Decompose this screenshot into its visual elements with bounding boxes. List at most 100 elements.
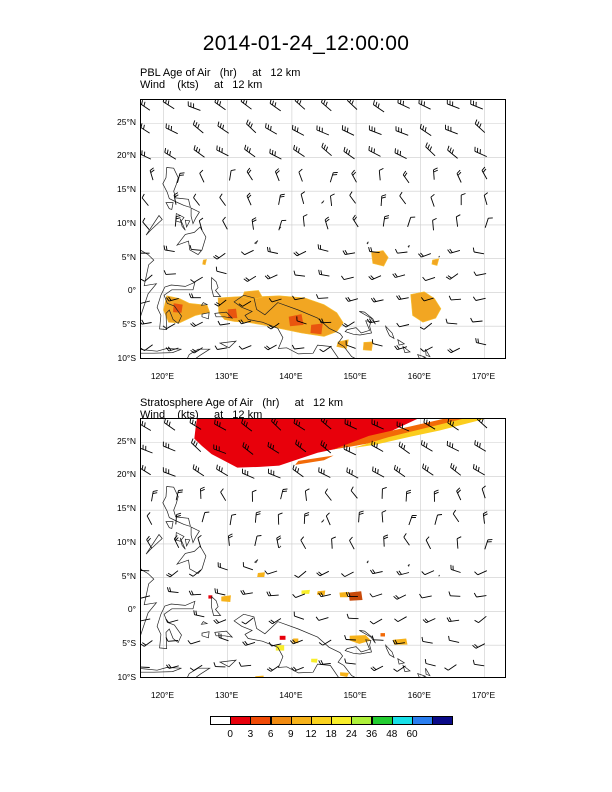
wind-barb — [166, 296, 179, 302]
barb-shaft — [271, 420, 282, 431]
barb-shaft — [295, 593, 306, 599]
wind-barb — [318, 318, 332, 324]
wind-barb — [481, 166, 488, 180]
barb-feather — [474, 643, 479, 648]
wind-barb — [460, 193, 466, 206]
barb-shaft — [399, 195, 407, 205]
latitude-label: 0° — [127, 604, 136, 615]
barb-shaft — [476, 273, 487, 276]
barb-feather — [270, 619, 275, 623]
latitude-label: 20°N — [117, 469, 136, 480]
barb-shaft — [241, 345, 252, 350]
coastline — [321, 519, 325, 523]
barb-shaft — [141, 153, 152, 160]
wind-barb — [447, 248, 461, 254]
barb-feather — [434, 489, 439, 493]
barb-shaft — [456, 173, 462, 183]
barb-shaft — [423, 346, 433, 352]
barb-shaft — [216, 468, 229, 477]
wind-barb — [217, 562, 228, 571]
barb-feather — [419, 123, 422, 129]
barb-feather — [275, 170, 280, 175]
wind-barb — [165, 637, 179, 642]
barb-shaft — [293, 422, 306, 431]
coastline — [141, 250, 158, 317]
barb-shaft — [373, 639, 384, 641]
barb-shaft — [472, 320, 483, 323]
wind-barb — [316, 125, 330, 136]
legend-tick-label: 60 — [406, 729, 418, 740]
barb-feather — [428, 421, 431, 426]
coastline — [384, 324, 395, 340]
barb-feather — [199, 169, 204, 174]
barb-feather — [345, 148, 348, 154]
wind-barb — [141, 420, 152, 431]
coastline — [214, 311, 234, 319]
barb-shaft — [408, 515, 413, 526]
p1-graticule — [141, 100, 505, 358]
barb-feather — [165, 618, 169, 623]
wind-barb — [166, 570, 179, 578]
barb-feather — [394, 345, 398, 350]
latitude-label: 15°N — [117, 184, 136, 195]
longitude-label: 160°E — [407, 690, 431, 700]
wind-barb — [242, 640, 256, 646]
latitude-label: 5°N — [121, 570, 136, 581]
wind-barb — [446, 100, 460, 110]
barb-feather — [322, 419, 326, 423]
wind-barb — [264, 570, 278, 575]
barb-feather — [267, 326, 272, 330]
barb-shaft — [141, 468, 151, 476]
wind-barb — [241, 419, 253, 432]
barb-shaft — [430, 197, 435, 207]
barb-feather — [291, 667, 295, 672]
barb-shaft — [368, 150, 381, 157]
wind-barb — [213, 444, 227, 454]
longitude-label: 150°E — [343, 371, 367, 381]
barb-shaft — [345, 252, 356, 255]
barb-feather — [448, 591, 451, 596]
barb-feather — [193, 145, 196, 150]
barb-feather — [359, 510, 364, 513]
barb-feather — [268, 298, 273, 303]
wind-barb — [473, 271, 487, 276]
barb-feather — [421, 571, 426, 576]
wind-barb — [318, 592, 331, 598]
barb-feather — [406, 489, 412, 492]
latitude-label: 25°N — [117, 435, 136, 446]
wind-barb — [370, 297, 384, 303]
barb-feather — [371, 440, 373, 446]
barb-shaft — [247, 275, 257, 282]
wind-barb — [162, 100, 175, 110]
barb-feather — [248, 121, 251, 126]
barb-feather — [169, 587, 172, 592]
barb-feather — [320, 659, 324, 665]
barb-shaft — [449, 639, 460, 643]
wind-barb — [190, 276, 203, 283]
barb-shaft — [343, 448, 356, 456]
barb-feather — [483, 192, 488, 196]
barb-shaft — [344, 423, 357, 430]
barb-shaft — [229, 515, 233, 526]
legend-color-box — [270, 716, 292, 725]
barb-feather — [252, 489, 257, 493]
wind-barb — [264, 344, 277, 351]
barb-shaft — [447, 322, 458, 325]
coastline — [254, 559, 259, 564]
barb-feather — [446, 617, 450, 622]
barb-feather — [452, 464, 455, 470]
barb-feather — [304, 512, 310, 515]
wind-barb — [187, 101, 201, 111]
barb-feather — [432, 217, 437, 221]
barb-feather — [146, 512, 151, 517]
barb-feather — [346, 467, 348, 473]
barb-shaft — [405, 491, 408, 502]
barb-shaft — [329, 172, 334, 183]
barb-feather — [433, 169, 438, 173]
barb-feather — [246, 146, 249, 152]
barb-feather — [359, 512, 364, 515]
barb-shaft — [476, 595, 487, 598]
barb-feather — [351, 100, 354, 105]
wind-barb — [216, 145, 229, 157]
barb-shaft — [476, 342, 487, 346]
